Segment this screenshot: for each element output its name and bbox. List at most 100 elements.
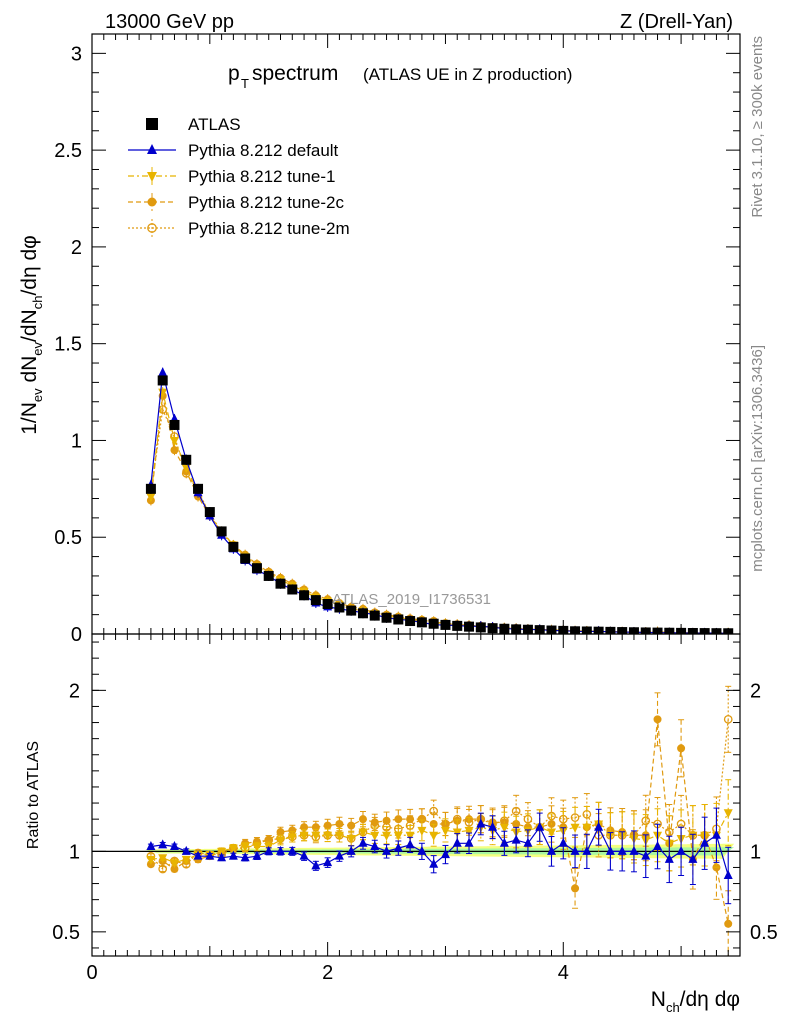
- ratio-point: [323, 821, 332, 830]
- ratio-point: [571, 884, 580, 893]
- ratio-point: [252, 843, 262, 853]
- ratio-point: [440, 849, 450, 859]
- ratio-point: [382, 831, 392, 841]
- data-point: [428, 618, 439, 629]
- ratio-point: [382, 845, 392, 855]
- ratio-point: [193, 850, 203, 860]
- x-tick-label: 4: [558, 962, 569, 984]
- ratio-point: [158, 864, 168, 874]
- ratio-point: [512, 819, 521, 828]
- ratio-point: [146, 855, 156, 865]
- y-tick-label-ratio-right: 0.5: [750, 922, 778, 944]
- ratio-point: [205, 850, 215, 860]
- svg-text:T: T: [241, 76, 249, 91]
- ratio-point: [570, 845, 580, 855]
- data-point: [251, 563, 262, 574]
- ratio-point: [158, 839, 168, 849]
- ratio-frame: [91, 633, 741, 957]
- ratio-point: [299, 831, 309, 841]
- y-tick-label-top: 1: [71, 430, 82, 452]
- ratio-point: [287, 845, 297, 855]
- plot-title-sub: T: [241, 76, 249, 91]
- ratio-point: [169, 859, 179, 869]
- ratio-point: [370, 831, 380, 841]
- ratio-point: [393, 831, 403, 841]
- y-tick-label-ratio-right: 1: [750, 841, 761, 863]
- data-point: [157, 375, 168, 386]
- ratio-point: [629, 845, 639, 855]
- ratio-point: [394, 815, 403, 824]
- data-point: [240, 553, 251, 564]
- y-tick-label-top: 2: [71, 237, 82, 259]
- y-tick-label-top: 0.5: [54, 527, 82, 549]
- svg-text:(ATLAS UE in Z production): (ATLAS UE in Z production): [363, 65, 572, 84]
- ratio-point: [464, 837, 474, 847]
- legend-marker: [146, 118, 158, 130]
- axis-ticks: 0 2 4 0 0.5 1 1.5 2 2.5 3 0.5 0.5 1 1 2 2: [52, 33, 778, 984]
- ratio-point: [511, 806, 521, 816]
- data-point: [170, 446, 179, 455]
- legend-label: Pythia 8.212 tune-1: [188, 167, 335, 186]
- ratio-point: [417, 826, 427, 836]
- ratio-point: [287, 833, 297, 843]
- ratio-point: [464, 826, 474, 836]
- ratio-point: [358, 837, 368, 847]
- legend-entry: Pythia 8.212 default: [128, 141, 339, 160]
- ratio-point: [429, 858, 439, 868]
- ratio-point: [664, 853, 674, 863]
- data-point: [452, 620, 463, 631]
- plot-title-rest: spectrum: [252, 62, 338, 85]
- ratio-point: [499, 837, 509, 847]
- ratio-point: [429, 831, 439, 841]
- ratio-point: [653, 841, 663, 851]
- data-point: [275, 578, 286, 589]
- data-point: [334, 602, 345, 613]
- y-axis-label-top-text: 1/Nev​ dNev​/dNch​/dη dφ: [18, 235, 45, 435]
- data-point: [216, 526, 227, 537]
- ratio-point: [546, 845, 556, 855]
- ratio-point: [605, 845, 615, 855]
- legend-marker: [147, 223, 157, 233]
- legend-label: Pythia 8.212 tune-2m: [188, 219, 350, 238]
- svg-text:spectrum: spectrum: [252, 62, 338, 85]
- y-tick-label-ratio: 1: [69, 841, 80, 863]
- data-point: [204, 507, 215, 518]
- legend-entry: Pythia 8.212 tune-2c: [128, 193, 344, 212]
- legend-entry: ATLAS: [146, 115, 241, 134]
- data-point: [322, 599, 333, 609]
- ratio-point: [546, 828, 556, 838]
- legend: ATLAS Pythia 8.212 default Pythia 8.212 tu…: [128, 115, 350, 238]
- ratio-point: [676, 845, 686, 855]
- ratio-point: [228, 844, 238, 854]
- ratio-point: [323, 857, 333, 867]
- y-tick-label-top: 0: [71, 624, 82, 646]
- y-tick-label-ratio: 0.5: [52, 922, 80, 944]
- header-left-label: 13000 GeV pp: [105, 11, 234, 33]
- y-axis-label-bottom: Ratio to ATLAS: [25, 741, 42, 849]
- plot-title-main: p: [228, 62, 240, 85]
- data-point: [287, 584, 298, 595]
- data-point: [369, 610, 380, 621]
- ratio-point: [688, 853, 698, 863]
- ratio-point: [240, 843, 250, 853]
- ratio-point: [570, 823, 580, 833]
- data-point: [475, 622, 486, 633]
- ratio-point: [382, 816, 391, 825]
- ratio-point: [276, 845, 286, 855]
- y-tick-label-top: 2.5: [54, 140, 82, 162]
- legend-entry: Pythia 8.212 tune-2m: [128, 219, 350, 238]
- ratio-point: [264, 845, 274, 855]
- ratio-point: [677, 744, 686, 753]
- ratio-point: [723, 870, 733, 879]
- ratio-point: [723, 809, 733, 819]
- y-axis-label-top: 1/Nev​ dNev​/dNch​/dη dφ: [18, 235, 45, 435]
- x-axis-label: Nch​/dη dφ: [651, 988, 740, 1015]
- ratio-point: [170, 865, 179, 874]
- ratio-point: [417, 815, 426, 824]
- ratio-point: [323, 831, 333, 841]
- ratio-point: [641, 850, 651, 860]
- plot-title: p T spectrum (ATLAS UE in Z production): [228, 62, 572, 91]
- ratio-point: [488, 821, 498, 831]
- ratio-point: [346, 845, 356, 855]
- ratio-point: [311, 831, 321, 841]
